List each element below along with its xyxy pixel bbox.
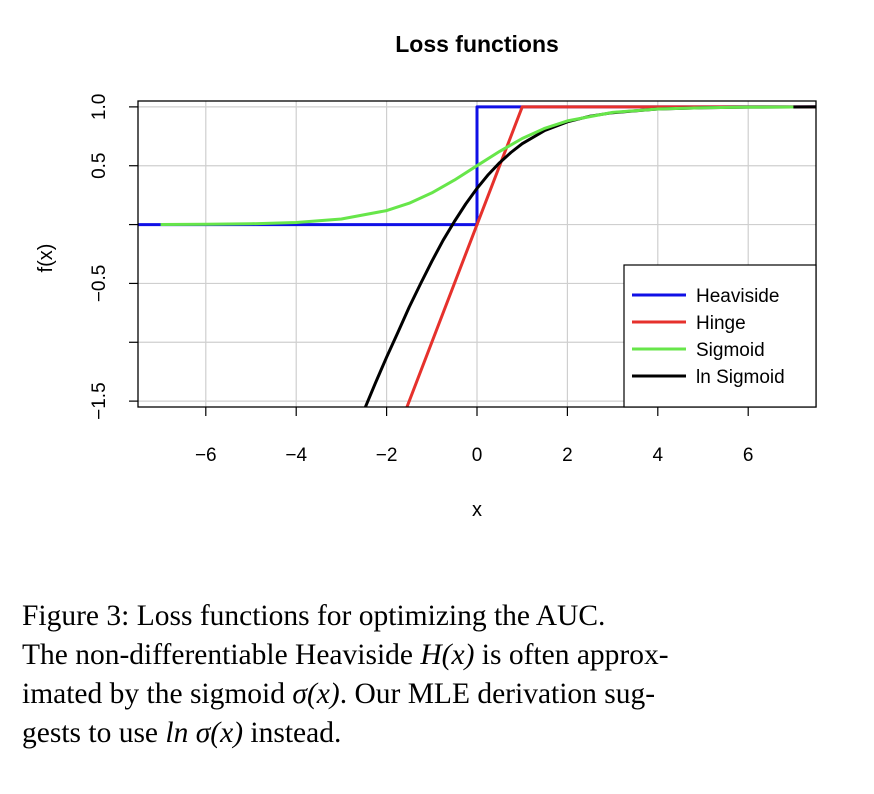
caption-line-3: imated by the sigmoid σ(x). Our MLE deri…: [22, 678, 656, 710]
legend-label-sigmoid: Sigmoid: [696, 340, 765, 361]
x-tick-label: 6: [743, 445, 754, 466]
loss-functions-chart: −6 −4 −2 0 2 4 6−1.5−0.50.51.0 Loss functions …: [35, 31, 817, 521]
caption-line-4: gests to use ln σ(x) instead.: [22, 717, 342, 749]
ln-sigmoid-math: ln σ(x): [165, 717, 244, 749]
series-sigmoid: [160, 105, 794, 226]
x-tick-label: 0: [472, 445, 483, 466]
y-tick-label: −0.5: [89, 265, 110, 303]
heaviside-math: H(x): [420, 639, 475, 671]
x-tick-label: −2: [376, 445, 398, 466]
axes: −6 −4 −2 0 2 4 6 −1.5 −0.5 0.5 1.0: [89, 94, 753, 466]
legend-label-heaviside: Heaviside: [696, 286, 779, 307]
legend-box: [623, 264, 817, 408]
x-tick-label: −4: [285, 445, 307, 466]
plot-curves: [138, 105, 816, 407]
y-tick-label: −1.5: [89, 382, 110, 420]
x-tick-label: 4: [653, 445, 664, 466]
sigmoid-math: σ(x): [292, 678, 340, 710]
y-axis-label: f(x): [35, 244, 57, 273]
x-axis-label: x: [472, 499, 482, 521]
y-tick-label: 0.5: [89, 153, 110, 179]
x-tick-label: −6: [195, 445, 217, 466]
legend-label-hinge: Hinge: [696, 313, 746, 334]
figure-caption: Figure 3: Loss functions for optimizing …: [22, 597, 860, 753]
x-tick-label: 2: [562, 445, 573, 466]
legend: Heaviside Hinge Sigmoid ln Sigmoid: [623, 264, 817, 408]
y-tick-label: 1.0: [89, 94, 110, 120]
chart-title: Loss functions: [395, 31, 559, 57]
caption-line-1: Figure 3: Loss functions for optimizing …: [22, 600, 606, 632]
legend-label-ln-sigmoid: ln Sigmoid: [696, 367, 785, 388]
caption-line-2: The non-differentiable Heaviside H(x) is…: [22, 639, 669, 671]
